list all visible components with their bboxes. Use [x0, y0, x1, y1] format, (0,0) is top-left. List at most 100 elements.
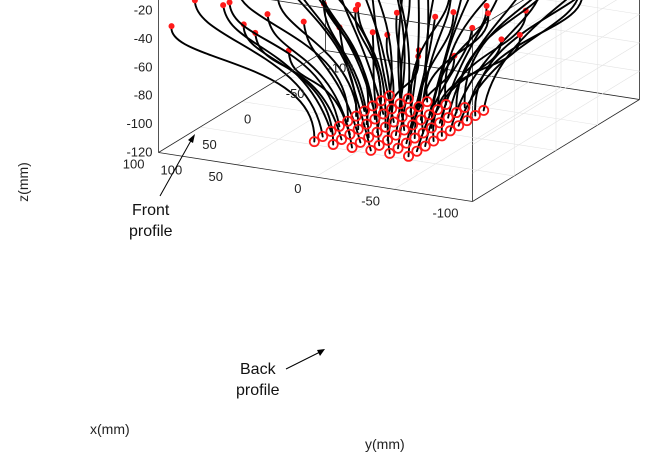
- fiber-curve: [318, 0, 374, 107]
- fiber-base-marker: [461, 115, 473, 127]
- fiber-base-marker: [432, 104, 444, 116]
- fiber-base-marker: [390, 129, 402, 141]
- y-tick-label: 0: [244, 112, 251, 127]
- box-edge: [472, 0, 525, 32]
- fiber-curve: [240, 0, 349, 123]
- x-axis-label: x(mm): [90, 421, 130, 437]
- box-edge: [270, 0, 473, 32]
- grid-line: [241, 101, 557, 151]
- fiber-curve: [228, 1, 341, 128]
- z-tick-label: -60: [134, 59, 153, 74]
- z-tick-label: -120: [126, 145, 152, 160]
- fiber-curve: [338, 0, 383, 102]
- z-tick-label: -100: [126, 116, 152, 131]
- x-tick-label: -100: [432, 206, 458, 221]
- fiber-tip-marker: [226, 0, 233, 6]
- x-tick-label: 0: [294, 181, 301, 196]
- fiber-curve: [447, 0, 517, 119]
- fiber-base-marker: [436, 130, 448, 142]
- fiber-curve: [365, 0, 393, 110]
- fiber-curve: [322, 0, 370, 126]
- fiber-tip-marker: [354, 1, 361, 8]
- fiber-curve: [371, 31, 381, 147]
- grid-line: [200, 126, 515, 177]
- fiber-base-marker: [409, 132, 421, 144]
- fiber-base-marker: [434, 117, 446, 129]
- fiber-base-marker: [344, 128, 356, 140]
- fiber-curve: [457, 0, 579, 127]
- fiber-curve: [377, 0, 393, 97]
- fiber-base-marker: [459, 101, 471, 113]
- fiber-base-marker: [421, 96, 433, 108]
- fiber-base-marker: [388, 116, 400, 128]
- annotation-front-line2: profile: [129, 223, 173, 240]
- fiber-base-marker: [317, 130, 329, 142]
- fiber-base-marker: [411, 145, 423, 157]
- x-tick-label: 100: [123, 157, 145, 172]
- fiber-base-marker: [403, 150, 415, 162]
- fiber-curve: [396, 0, 406, 105]
- fiber-tip-marker: [483, 2, 490, 9]
- axes-box-front: [158, 0, 473, 202]
- fiber-base-marker: [417, 127, 429, 139]
- grid-line: [545, 0, 640, 15]
- fiber-base-marker: [363, 131, 375, 143]
- fiber-curve: [466, 0, 583, 122]
- fiber-curve: [430, 4, 488, 129]
- y-tick-label: -100: [328, 61, 354, 76]
- annotation-back-line2: profile: [236, 382, 280, 399]
- fiber-curve: [436, 0, 470, 111]
- fiber-curve: [444, 0, 488, 106]
- annotation-back-arrowhead: [317, 349, 325, 356]
- fiber-tip-marker: [498, 36, 505, 43]
- fiber-curve: [474, 0, 576, 117]
- y-axis-label: y(mm): [365, 436, 405, 452]
- fiber-curve: [428, 0, 462, 116]
- fiber-base-marker: [336, 133, 348, 145]
- fiber-tip-marker: [516, 31, 523, 38]
- annotation-back-line1: Back: [240, 361, 277, 378]
- fiber-base-marker: [392, 142, 404, 154]
- fiber-curve: [222, 4, 332, 133]
- x-axis-line: [158, 152, 473, 202]
- fiber-tip-marker: [220, 2, 227, 9]
- fiber-curve: [341, 0, 385, 115]
- fiber-base-marker: [444, 125, 456, 137]
- fiber-curve: [371, 0, 395, 123]
- fiber-curves: [168, 0, 583, 162]
- fiber-tip-marker: [191, 0, 198, 4]
- grid-lines: [200, 0, 640, 190]
- fiber-curve: [170, 25, 316, 143]
- fiber-base-marker: [415, 114, 427, 126]
- fiber-tip-marker: [432, 13, 439, 20]
- fiber-curve: [266, 13, 351, 136]
- fiber-tip-marker: [485, 10, 492, 17]
- z-tick-label: -20: [134, 3, 153, 18]
- fiber-base-marker: [423, 109, 435, 121]
- fiber-base-marker: [358, 105, 370, 117]
- fiber-base-marker: [396, 111, 408, 123]
- fiber-base-marker: [327, 139, 339, 151]
- y-axis-line: [158, 50, 326, 153]
- fiber-base-marker: [413, 101, 425, 113]
- fiber-base-marker: [382, 134, 394, 146]
- fiber-tip-marker: [450, 9, 457, 16]
- fiber-base-marker: [442, 112, 454, 124]
- fiber-tip-marker: [393, 9, 400, 16]
- fiber-curve: [424, 0, 435, 103]
- fiber-base-marker: [407, 119, 419, 131]
- fiber-base-marker: [440, 99, 452, 111]
- grid-line: [472, 14, 640, 117]
- fiber-base-marker: [352, 123, 364, 135]
- fiber-base-marker: [478, 104, 490, 116]
- grid-line: [363, 0, 640, 43]
- fiber-tip-marker: [352, 6, 359, 13]
- fiber-base-marker: [350, 110, 362, 122]
- grid-line: [472, 42, 640, 145]
- fiber-base-marker: [425, 122, 437, 134]
- annotation-front-arrow: [159, 136, 194, 197]
- fiber-curve: [297, 0, 358, 118]
- fiber-curve: [409, 0, 420, 113]
